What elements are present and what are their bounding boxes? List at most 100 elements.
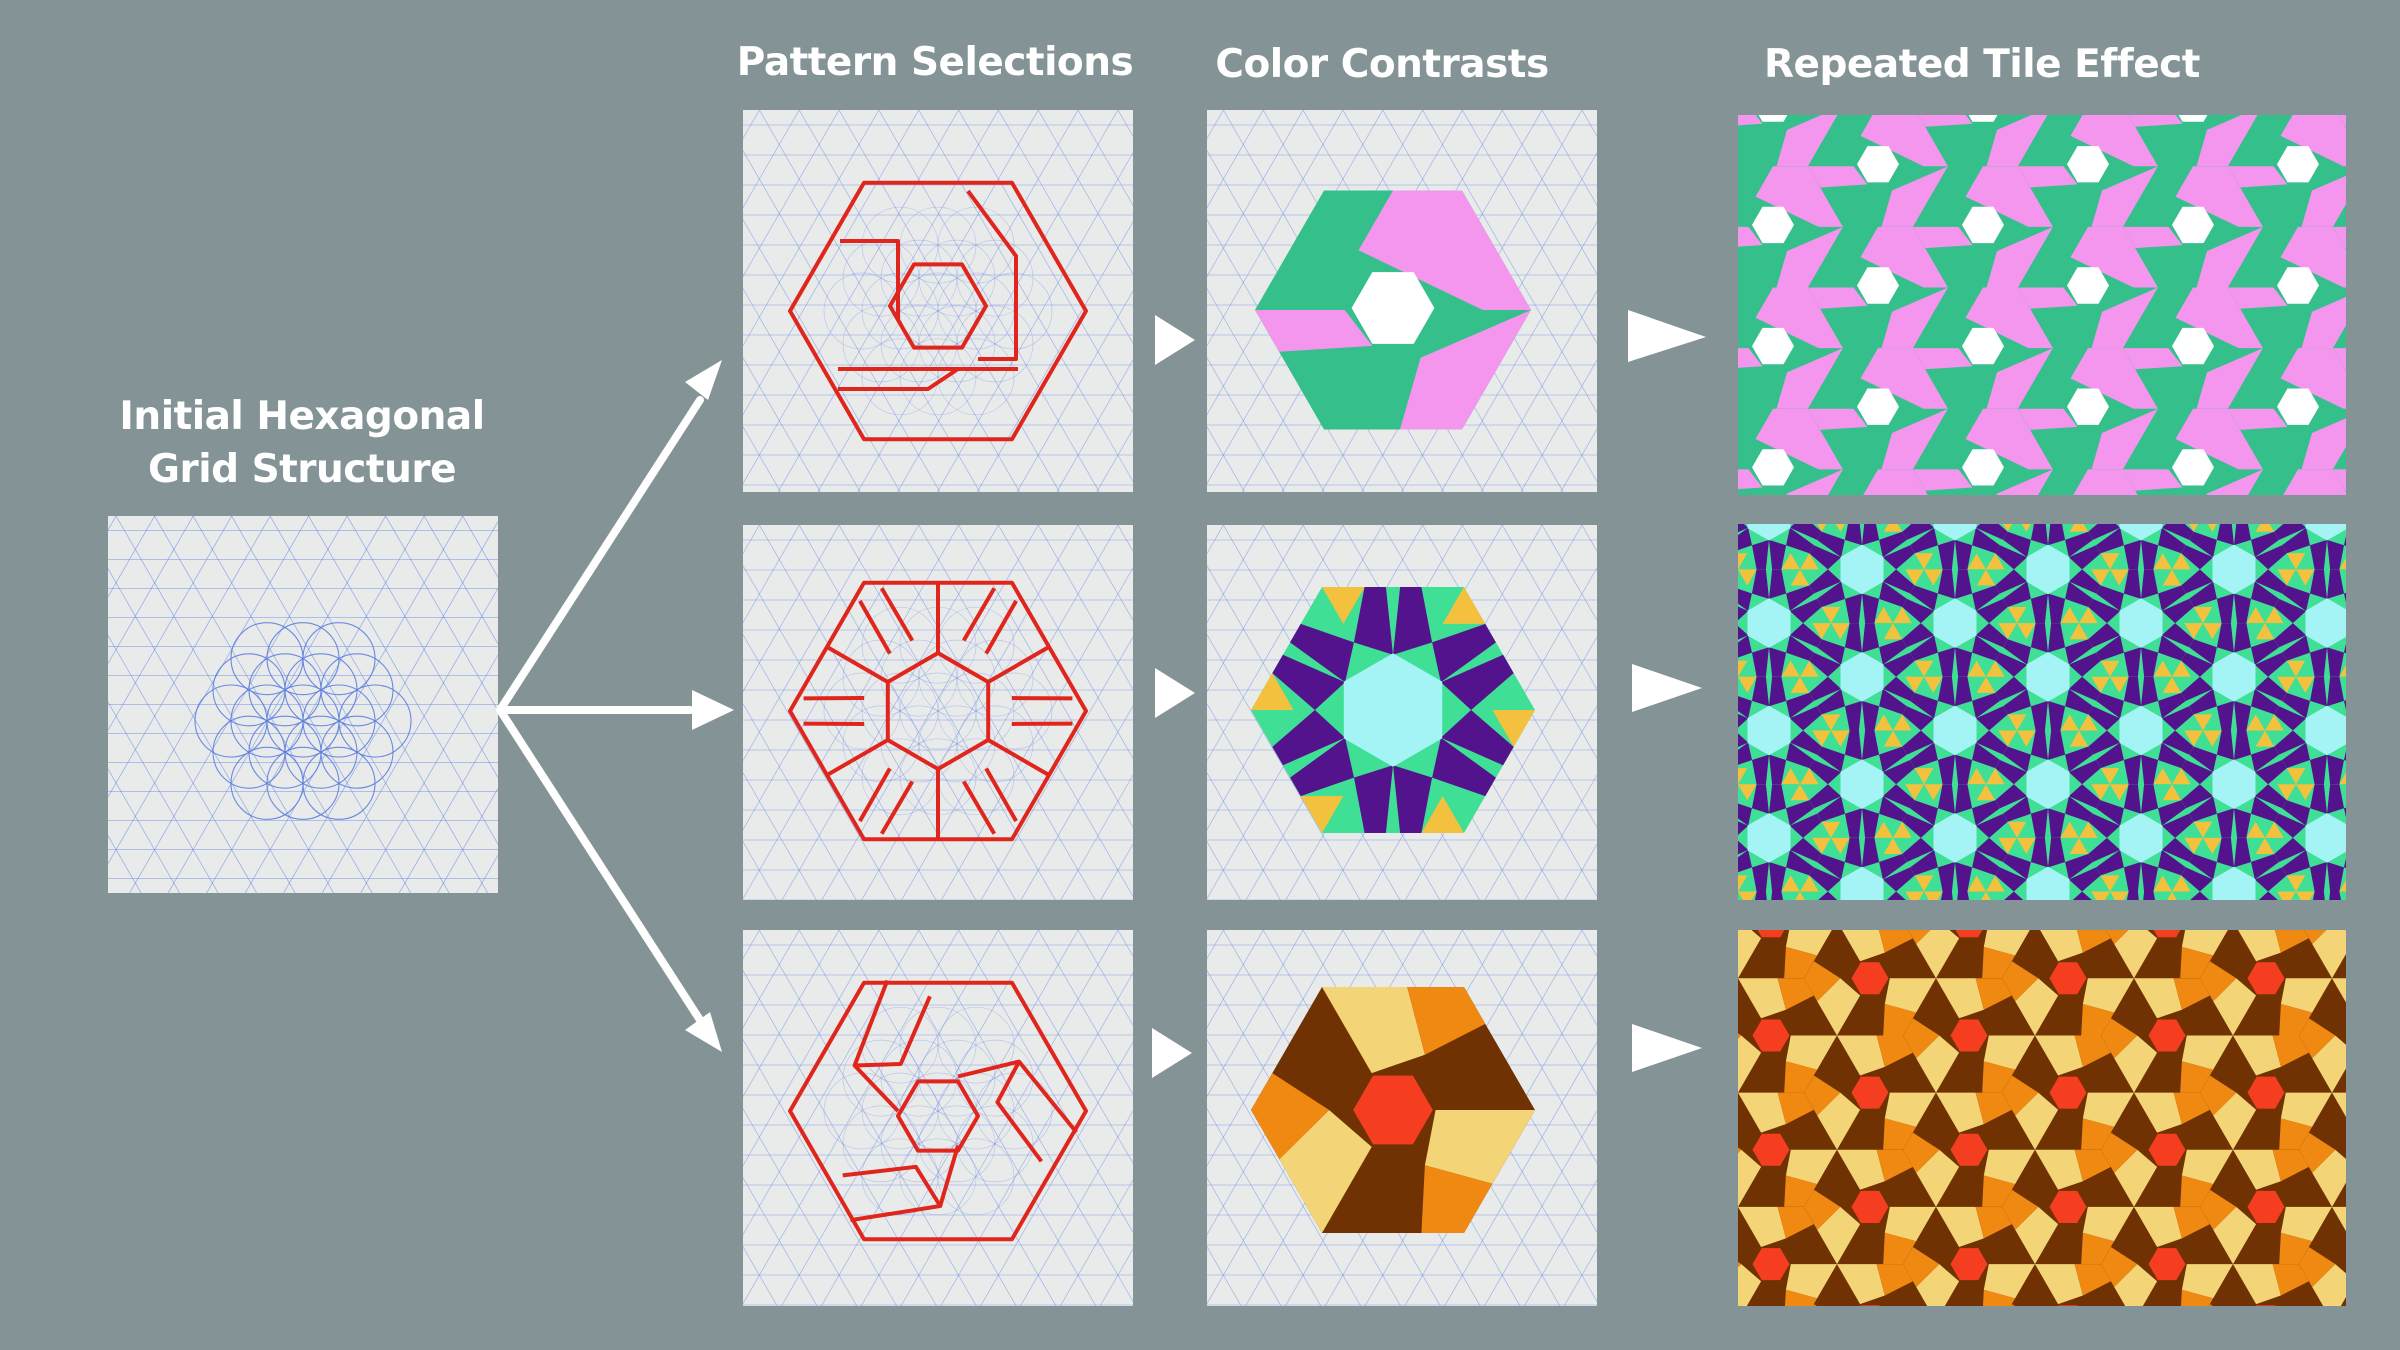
color-dark-bar <box>1432 623 1496 683</box>
grid-line <box>1501 525 1597 691</box>
color-dark-bar <box>2161 524 2194 540</box>
color-dark-bar <box>2123 784 2141 814</box>
color-dark-bar <box>1886 891 1906 900</box>
tile-unit <box>1903 1206 2035 1306</box>
color-dark-bar <box>1738 849 1752 873</box>
tile-unit <box>1893 569 2017 677</box>
color-dark-bar <box>2216 837 2234 868</box>
color-orange-swirl <box>2101 1132 2138 1173</box>
color-light-swirl <box>2332 978 2346 1003</box>
arrow-branch-top <box>496 396 704 714</box>
color-accent-band <box>2175 287 2263 349</box>
color-orange-swirl <box>1876 1035 1913 1067</box>
color-dark-bar <box>2310 647 2327 677</box>
grid-line <box>1207 1176 1282 1306</box>
color-gold-corner <box>2060 607 2079 624</box>
color-dark-bar <box>1769 569 1787 599</box>
color-dark-bar <box>1786 635 1814 661</box>
grid-line <box>1564 843 1597 900</box>
color-orange-swirl <box>1421 1165 1493 1233</box>
color-gold-corner <box>1998 837 2017 854</box>
color-light-swirl <box>1817 978 1861 1036</box>
grid-line <box>1207 1038 1362 1306</box>
grid-line <box>308 516 498 845</box>
grid-line <box>1207 110 1224 140</box>
grid-line <box>743 356 821 492</box>
color-accent-band <box>2196 226 2263 288</box>
color-gold-corner <box>1893 714 1912 731</box>
tile-unit <box>1986 730 2110 838</box>
grid-line <box>108 516 155 598</box>
color-gold-corner <box>2091 569 2110 586</box>
color-accent-band <box>2333 348 2346 370</box>
color-accent-band <box>2175 166 2263 227</box>
grid-line <box>743 841 778 900</box>
tile-unit <box>2128 115 2258 167</box>
color-gold-corner <box>2255 524 2275 532</box>
color-light-swirl <box>1738 1149 1762 1207</box>
color-dark-bar <box>2251 746 2279 773</box>
grid-circle <box>975 672 1053 750</box>
color-orange-swirl <box>1784 1175 1818 1207</box>
color-dark-bar <box>2282 692 2310 719</box>
color-gold-corner <box>1883 623 1903 640</box>
color-dark-bar <box>1738 840 1749 855</box>
grid-line <box>108 516 271 798</box>
color-light-swirl <box>1916 930 1960 979</box>
color-accent-band <box>1965 166 2053 227</box>
grid-line <box>1100 843 1133 900</box>
grid-circle <box>338 684 412 758</box>
grid-line <box>321 587 498 893</box>
color-dark-bar <box>1975 837 2008 862</box>
color-gold-corner <box>2203 730 2222 747</box>
color-gold-corner <box>1914 553 1934 570</box>
grid-circle <box>956 305 1034 383</box>
color-center-hexagon <box>2026 866 2070 900</box>
grid-circle <box>880 1105 958 1183</box>
color-gold-corner <box>1981 891 1991 900</box>
color-dark-bar <box>2065 531 2093 558</box>
color-gold-corner <box>1924 891 1943 900</box>
header-initial-grid: Initial Hexagonal Grid Structure <box>92 390 512 496</box>
color-dark-bar <box>2123 647 2141 677</box>
color-dark-bar <box>1902 813 1935 838</box>
color-dark-bar <box>2065 746 2093 773</box>
grid-line <box>743 564 937 900</box>
color-gold-corner <box>1893 821 1912 838</box>
color-dark-bar <box>1955 784 1973 814</box>
grid-circle <box>880 239 958 317</box>
color-dark-bar <box>2068 569 2101 594</box>
color-orange-swirl <box>2180 946 2214 979</box>
grid-line <box>1524 774 1597 900</box>
color-dark-bar <box>1972 527 2000 554</box>
grid-circle <box>861 1138 939 1216</box>
color-center-hexagon <box>2247 1190 2285 1223</box>
color-dark-bar <box>2189 581 2217 607</box>
color-dark-bar <box>1975 813 2008 838</box>
grid-line <box>743 426 781 492</box>
color-center-hexagon <box>2148 1248 2186 1281</box>
color-light-swirl <box>1424 1110 1535 1184</box>
color-gold-corner <box>1914 660 1934 677</box>
color-center-hexagon <box>1758 115 1788 122</box>
color-gold-corner <box>1874 714 1893 731</box>
grid-line <box>1077 110 1133 207</box>
color-gold-corner <box>2277 784 2296 801</box>
grid-line <box>860 930 1079 1306</box>
grid-line <box>1484 1110 1597 1306</box>
color-orange-swirl <box>2002 1075 2039 1116</box>
color-light-swirl <box>2213 1092 2257 1150</box>
color-orange-swirl <box>2274 930 2309 953</box>
pattern-spiral-arm <box>842 1164 942 1208</box>
color-gold-corner <box>2162 784 2182 801</box>
color-gold-corner <box>1967 660 1986 677</box>
color-gold-corner <box>1924 569 1943 586</box>
color-center-hexagon <box>1933 598 1977 648</box>
color-dark-bar <box>1809 545 1842 570</box>
color-dark-bar <box>2344 858 2346 869</box>
color-center-hexagon <box>1747 813 1791 863</box>
pattern-outer-hexagon <box>788 580 1088 842</box>
color-dark-bar <box>1882 784 1915 809</box>
color-dark-bar <box>2158 635 2186 661</box>
color-orange-swirl <box>2002 961 2039 1002</box>
